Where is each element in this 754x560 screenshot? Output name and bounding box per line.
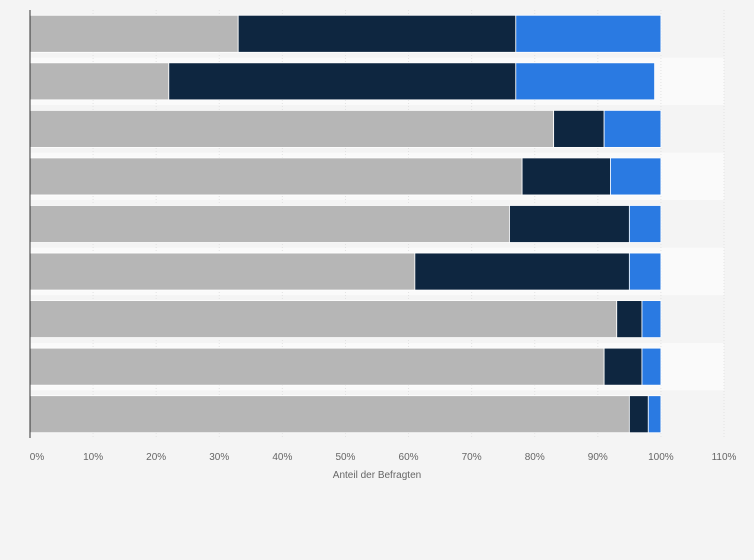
bar-segment [29,347,605,386]
bar-segment [515,62,655,101]
bar-segment [168,62,517,101]
x-axis: 0% 10% 20% 30% 40% 50% 60% 70% 80% 90% 100% 110% [29,10,737,463]
x-tick-label: 110% [712,452,737,463]
bar-segment [509,205,630,243]
bar-segment [237,14,517,53]
x-tick-label: 0% [30,452,45,463]
bar-segment [616,300,643,339]
bar-segment [628,395,649,434]
x-axis-title: Anteil der Befragten [333,470,421,481]
x-tick-label: 60% [399,452,419,463]
x-tick-label: 10% [83,452,103,463]
x-tick-label: 70% [462,452,482,463]
bar-segment [29,300,618,339]
bar-segment [647,395,662,434]
bar-segment [641,347,662,386]
x-tick-label: 80% [525,452,545,463]
bar-segment [515,14,662,53]
bar-segment [414,252,630,291]
bar-segment [521,157,611,196]
bar-segment [628,205,662,243]
bars-group [29,14,662,434]
bar-segment [29,14,239,53]
bar-segment [29,62,170,101]
bar-segment [29,252,416,291]
x-tick-label: 30% [209,452,229,463]
bar-segment [603,109,662,148]
x-tick-label: 40% [272,452,292,463]
bar-segment [29,109,555,148]
bar-segment [603,347,643,386]
x-tick-label: 50% [335,452,355,463]
bar-segment [29,395,630,434]
x-tick-label: 90% [588,452,608,463]
bar-segment [610,157,662,196]
bar-segment [641,300,662,339]
bar-segment [29,205,510,243]
bar-segment [29,157,523,196]
bar-segment [628,252,662,291]
x-tick-label: 100% [648,452,674,463]
bar-segment [553,109,605,148]
x-tick-label: 20% [146,452,166,463]
